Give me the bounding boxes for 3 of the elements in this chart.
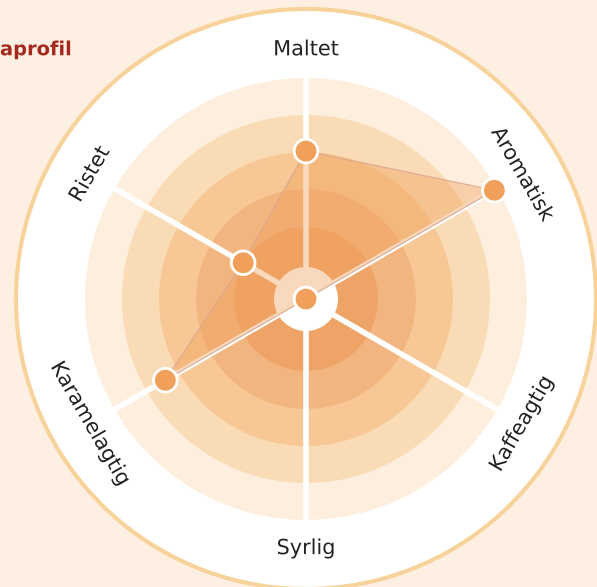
spoke-label: Syrlig [278, 538, 334, 558]
spoke-label: Maltet [275, 40, 338, 56]
chart-title: aprofil [0, 40, 70, 60]
